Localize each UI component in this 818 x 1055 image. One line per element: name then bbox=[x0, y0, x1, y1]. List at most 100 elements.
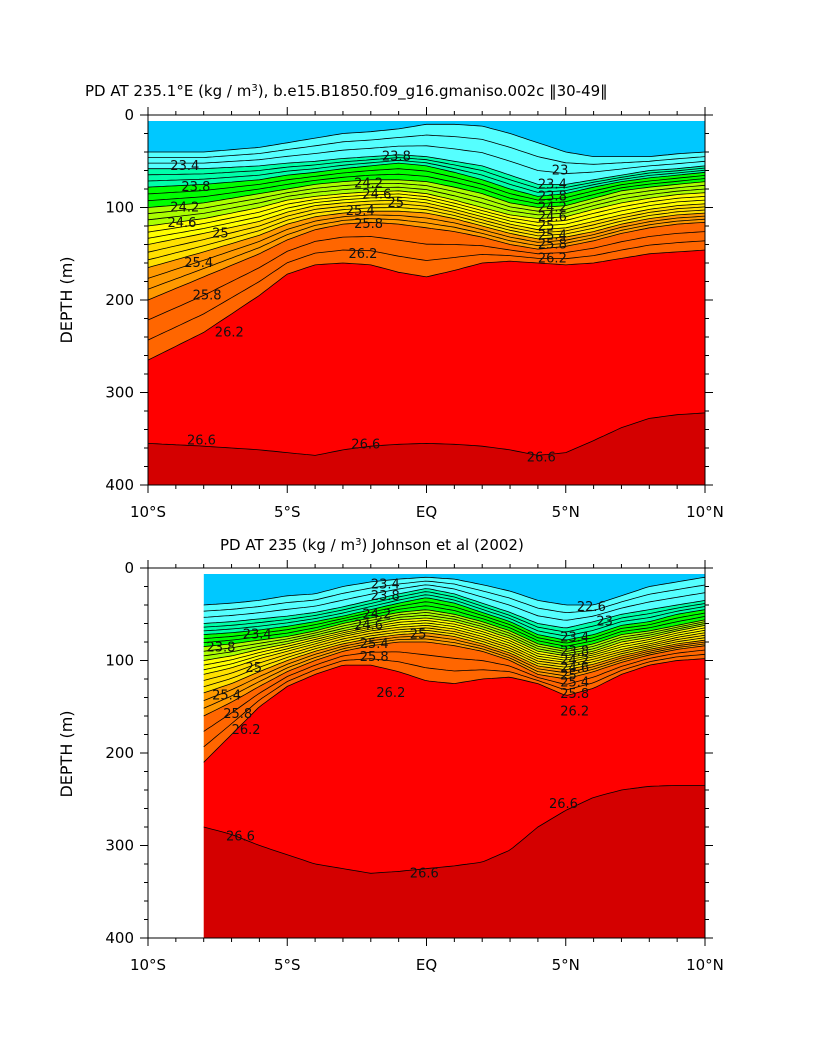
x-tick-label: 5°N bbox=[552, 956, 580, 974]
contour-label: 25.8 bbox=[360, 650, 389, 665]
contour-line bbox=[147, 231, 706, 321]
contour-line bbox=[203, 629, 706, 688]
contour-line bbox=[203, 605, 706, 647]
contour-label: 23.8 bbox=[371, 589, 400, 604]
contour-label: 23.4 bbox=[170, 159, 199, 174]
contour-label: 25.8 bbox=[193, 288, 222, 303]
contour-line bbox=[203, 620, 706, 666]
contour-line bbox=[147, 186, 706, 221]
contour-label: 26.6 bbox=[351, 437, 380, 452]
contour-label: 23.8 bbox=[181, 180, 210, 195]
contour-label: 24.6 bbox=[362, 188, 391, 203]
contour-band-26.6 bbox=[203, 785, 705, 938]
contour-label: 26.6 bbox=[226, 829, 255, 844]
x-tick-label: 10°N bbox=[686, 503, 724, 521]
x-tick-label: 10°N bbox=[686, 956, 724, 974]
panel-bottom-contour-labels: 23.423.82525.425.826.226.623.423.824.224… bbox=[207, 578, 613, 882]
contour-label: 23.4 bbox=[560, 630, 589, 645]
panel-top-ylabel: DEPTH (m) bbox=[57, 256, 76, 343]
x-tick-label: EQ bbox=[416, 503, 437, 521]
contour-line bbox=[148, 134, 706, 165]
contour-label: 23.4 bbox=[371, 578, 400, 593]
contour-line bbox=[148, 145, 706, 175]
contour-line bbox=[203, 627, 706, 681]
contour-label: 26.6 bbox=[549, 797, 578, 812]
panel-top-contour-labels: 23.423.824.224.62525.425.826.226.623.824… bbox=[168, 150, 569, 466]
contour-label: 25 bbox=[538, 219, 555, 234]
contour-label: 26.2 bbox=[376, 686, 405, 701]
contour-label: 25.4 bbox=[538, 228, 567, 243]
panel-bottom: PD AT 235 (kg / m3) Johnson et al (2002)… bbox=[57, 536, 724, 974]
contour-line bbox=[203, 584, 706, 621]
contour-line bbox=[203, 635, 706, 701]
y-tick-label: 200 bbox=[105, 291, 134, 309]
panel-top-title-sup: 3 bbox=[251, 83, 257, 94]
panel-top-axes: 10°S 5°S EQ 5°N 10°N 0 100 200 300 400 bbox=[105, 106, 724, 521]
contour-label: 24.2 bbox=[560, 654, 589, 669]
contour-label: 23.8 bbox=[538, 189, 567, 204]
contour-label: 23.4 bbox=[538, 177, 567, 192]
contour-line bbox=[147, 214, 706, 279]
contour-label: 25.8 bbox=[354, 217, 383, 232]
contour-label: 25 bbox=[246, 661, 263, 676]
y-tick-label: 0 bbox=[124, 559, 134, 577]
contour-label: 25 bbox=[212, 226, 229, 241]
contour-line bbox=[203, 609, 706, 650]
contour-band-26.2 bbox=[148, 250, 705, 485]
contour-line bbox=[203, 653, 706, 748]
contour-line bbox=[147, 182, 706, 215]
contour-line bbox=[203, 597, 706, 641]
contour-line bbox=[147, 168, 706, 201]
contour-line bbox=[147, 199, 706, 245]
contour-label: 25.8 bbox=[538, 238, 567, 253]
contour-label: 25.4 bbox=[212, 689, 241, 704]
contour-label: 23.4 bbox=[243, 628, 272, 643]
panel-top: PD AT 235.1°E (kg / m3), b.e15.B1850.f09… bbox=[57, 82, 724, 521]
panel-top-contour-fill bbox=[148, 115, 705, 486]
panel-bottom-title-sup: 3 bbox=[355, 537, 361, 548]
y-tick-label: 200 bbox=[105, 744, 134, 762]
contour-line bbox=[147, 157, 706, 189]
contour-label: 26.2 bbox=[538, 251, 567, 266]
contour-label: 25.4 bbox=[346, 204, 375, 219]
contour-label: 24.6 bbox=[538, 210, 567, 225]
contour-label: 24.6 bbox=[168, 216, 197, 231]
contour-line bbox=[147, 203, 706, 253]
contour-line bbox=[203, 588, 706, 629]
contour-label: 26.2 bbox=[215, 325, 244, 340]
y-tick-label: 100 bbox=[105, 199, 134, 217]
y-tick-label: 0 bbox=[124, 106, 134, 124]
contour-label: 24.2 bbox=[538, 201, 567, 216]
contour-label: 25.4 bbox=[184, 256, 213, 271]
contour-line bbox=[147, 162, 706, 197]
contour-line bbox=[147, 249, 706, 361]
contour-line bbox=[203, 591, 706, 633]
contour-line bbox=[203, 622, 706, 671]
no-data-region bbox=[148, 568, 204, 938]
contour-label: 25.4 bbox=[560, 676, 589, 691]
contour-label: 25.8 bbox=[560, 687, 589, 702]
panel-bottom-title: PD AT 235 (kg / m3) Johnson et al (2002) bbox=[220, 536, 524, 554]
x-tick-label: 10°S bbox=[130, 956, 166, 974]
contour-line bbox=[147, 221, 706, 301]
contour-line bbox=[203, 614, 706, 657]
contour-line bbox=[147, 196, 706, 239]
contour-line bbox=[147, 159, 706, 193]
surface-gap bbox=[148, 568, 705, 574]
contour-line bbox=[148, 123, 706, 157]
contour-line bbox=[147, 412, 706, 456]
contour-line bbox=[203, 624, 706, 675]
contour-label: 23 bbox=[596, 615, 613, 630]
contour-label: 26.6 bbox=[527, 450, 556, 465]
contour-line bbox=[147, 240, 706, 341]
surface-gap bbox=[148, 115, 705, 121]
contour-line bbox=[148, 154, 706, 185]
contour-label: 25 bbox=[410, 628, 427, 643]
contour-label: 26.2 bbox=[349, 247, 378, 262]
panel-top-contour-lines bbox=[147, 123, 706, 456]
contour-label: 26.2 bbox=[560, 704, 589, 719]
contour-line bbox=[203, 617, 706, 661]
contour-line bbox=[147, 179, 706, 208]
contour-line bbox=[203, 638, 706, 709]
